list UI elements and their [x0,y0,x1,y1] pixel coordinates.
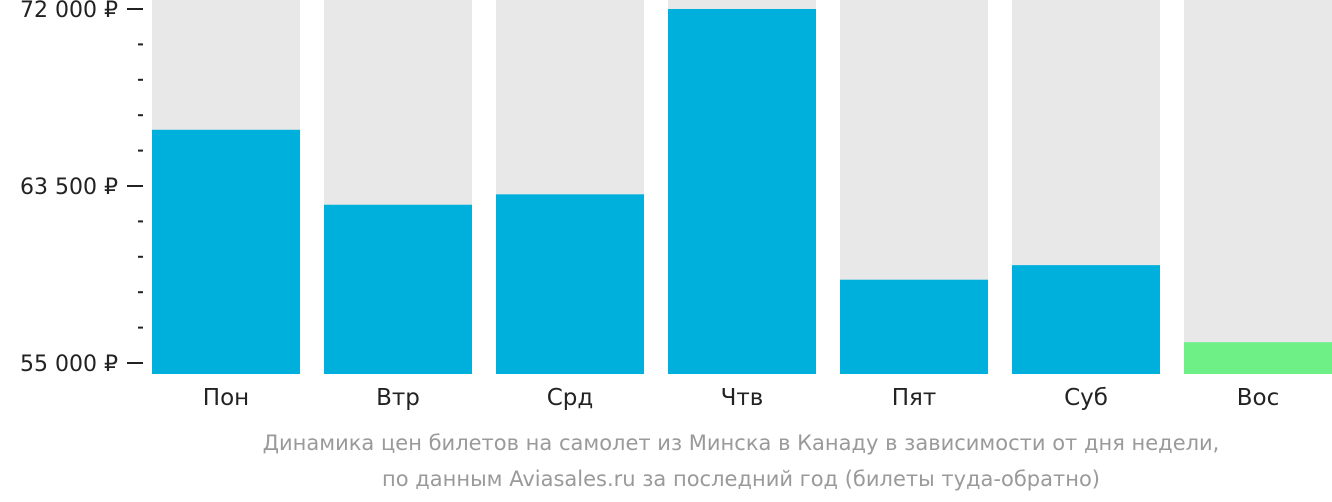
y-tick-label: 63 500 ₽ [20,175,118,200]
bars [152,9,1332,374]
background-bar-7 [1184,0,1332,374]
x-tick-label: Срд [547,385,594,411]
bar-4 [668,9,816,374]
bar-7 [1184,342,1332,374]
bar-1 [152,129,300,374]
bar-5 [840,279,988,374]
x-tick-label: Суб [1064,385,1108,411]
x-tick-label: Чтв [721,385,764,411]
y-axis: 72 000 ₽ 63 500 ₽ 55 000 ₽ [20,0,143,377]
x-tick-label: Вос [1237,385,1280,411]
bar-2 [324,204,472,374]
x-tick-label: Втр [376,385,420,411]
x-tick-label: Пят [892,385,937,411]
y-tick-label: 72 000 ₽ [20,0,118,23]
bar-3 [496,194,644,374]
x-tick-label: Пон [203,385,249,411]
bar-6 [1012,265,1160,374]
x-axis: Пон Втр Срд Чтв Пят Суб Вос [203,385,1279,411]
chart-caption-line-2: по данным Aviasales.ru за последний год … [382,467,1100,491]
chart-caption-line-1: Динамика цен билетов на самолет из Минск… [262,431,1220,455]
y-tick-label: 55 000 ₽ [20,352,118,377]
